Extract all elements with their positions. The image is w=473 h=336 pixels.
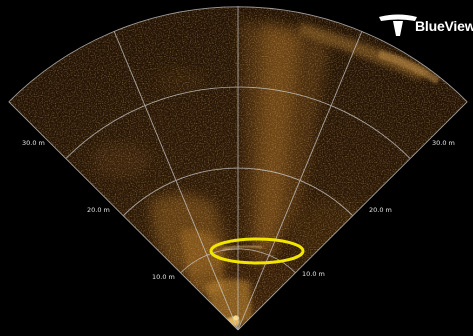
range-label-left-20m: 20.0 m — [87, 206, 110, 214]
bearing-line — [8, 101, 239, 331]
range-label-right-20m: 20.0 m — [369, 206, 392, 214]
range-labels: 10.0 m 20.0 m 30.0 m 10.0 m 20.0 m 30.0 … — [22, 139, 455, 281]
target-highlight-ellipse — [209, 237, 305, 265]
range-label-left-10m: 10.0 m — [152, 273, 175, 281]
brand-name: BlueView — [415, 18, 473, 34]
teledyne-t-logo-icon — [379, 14, 417, 36]
range-label-right-30m: 30.0 m — [432, 139, 455, 147]
bearing-line — [237, 101, 468, 331]
bearing-line — [113, 30, 239, 331]
range-label-left-30m: 30.0 m — [22, 139, 45, 147]
range-label-right-10m: 10.0 m — [302, 270, 325, 278]
bearing-line — [237, 30, 363, 331]
brand-logo: BlueView — [379, 14, 473, 38]
